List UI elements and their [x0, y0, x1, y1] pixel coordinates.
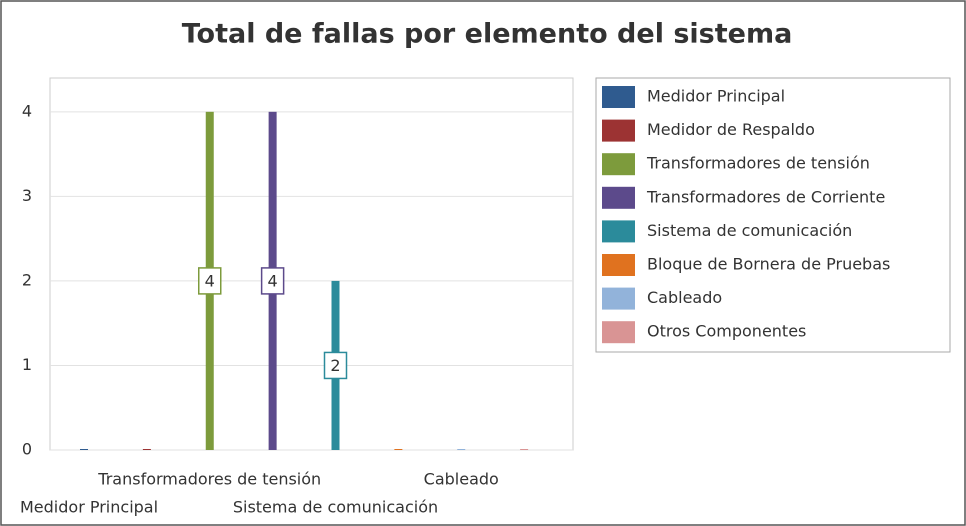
legend-swatch	[602, 321, 635, 344]
y-tick-label: 4	[22, 101, 32, 120]
legend-label: Medidor Principal	[647, 87, 785, 106]
legend	[595, 77, 951, 353]
y-tick-label: 3	[22, 186, 32, 205]
legend-label: Medidor de Respaldo	[647, 120, 815, 139]
bar	[394, 449, 403, 450]
y-tick-label: 0	[22, 440, 32, 459]
bar	[520, 449, 529, 450]
x-tick-label: Medidor Principal	[20, 498, 158, 517]
legend-swatch	[602, 254, 635, 276]
legend-swatch	[602, 220, 635, 243]
x-tick-label: Sistema de comunicación	[233, 498, 438, 517]
legend-label: Otros Componentes	[647, 322, 806, 341]
bar	[142, 449, 151, 450]
x-tick-label: Cableado	[424, 470, 499, 489]
x-tick-label: Transformadores de tensión	[97, 470, 321, 489]
y-tick-label: 2	[22, 270, 32, 289]
legend-swatch	[602, 153, 635, 176]
value-label: 2	[330, 356, 340, 375]
legend-label: Transformadores de tensión	[646, 154, 870, 173]
value-label-box	[198, 267, 222, 295]
legend-label: Transformadores de Corriente	[646, 187, 885, 206]
value-label: 4	[205, 271, 215, 290]
legend-swatch	[602, 119, 635, 142]
value-label: 4	[268, 271, 278, 290]
legend-swatch	[602, 287, 635, 310]
legend-swatch	[602, 86, 635, 108]
value-label-box	[323, 351, 348, 380]
legend-label: Sistema de comunicación	[647, 221, 852, 240]
bar	[457, 449, 466, 450]
bar	[80, 449, 88, 450]
plot-area	[49, 77, 574, 451]
y-tick-label: 1	[22, 355, 32, 374]
value-label-box	[260, 267, 285, 295]
legend-swatch	[602, 186, 635, 209]
legend-label: Cableado	[647, 288, 722, 307]
chart-title: Total de fallas por elemento del sistema	[182, 19, 793, 50]
legend-label: Bloque de Bornera de Pruebas	[647, 255, 890, 274]
